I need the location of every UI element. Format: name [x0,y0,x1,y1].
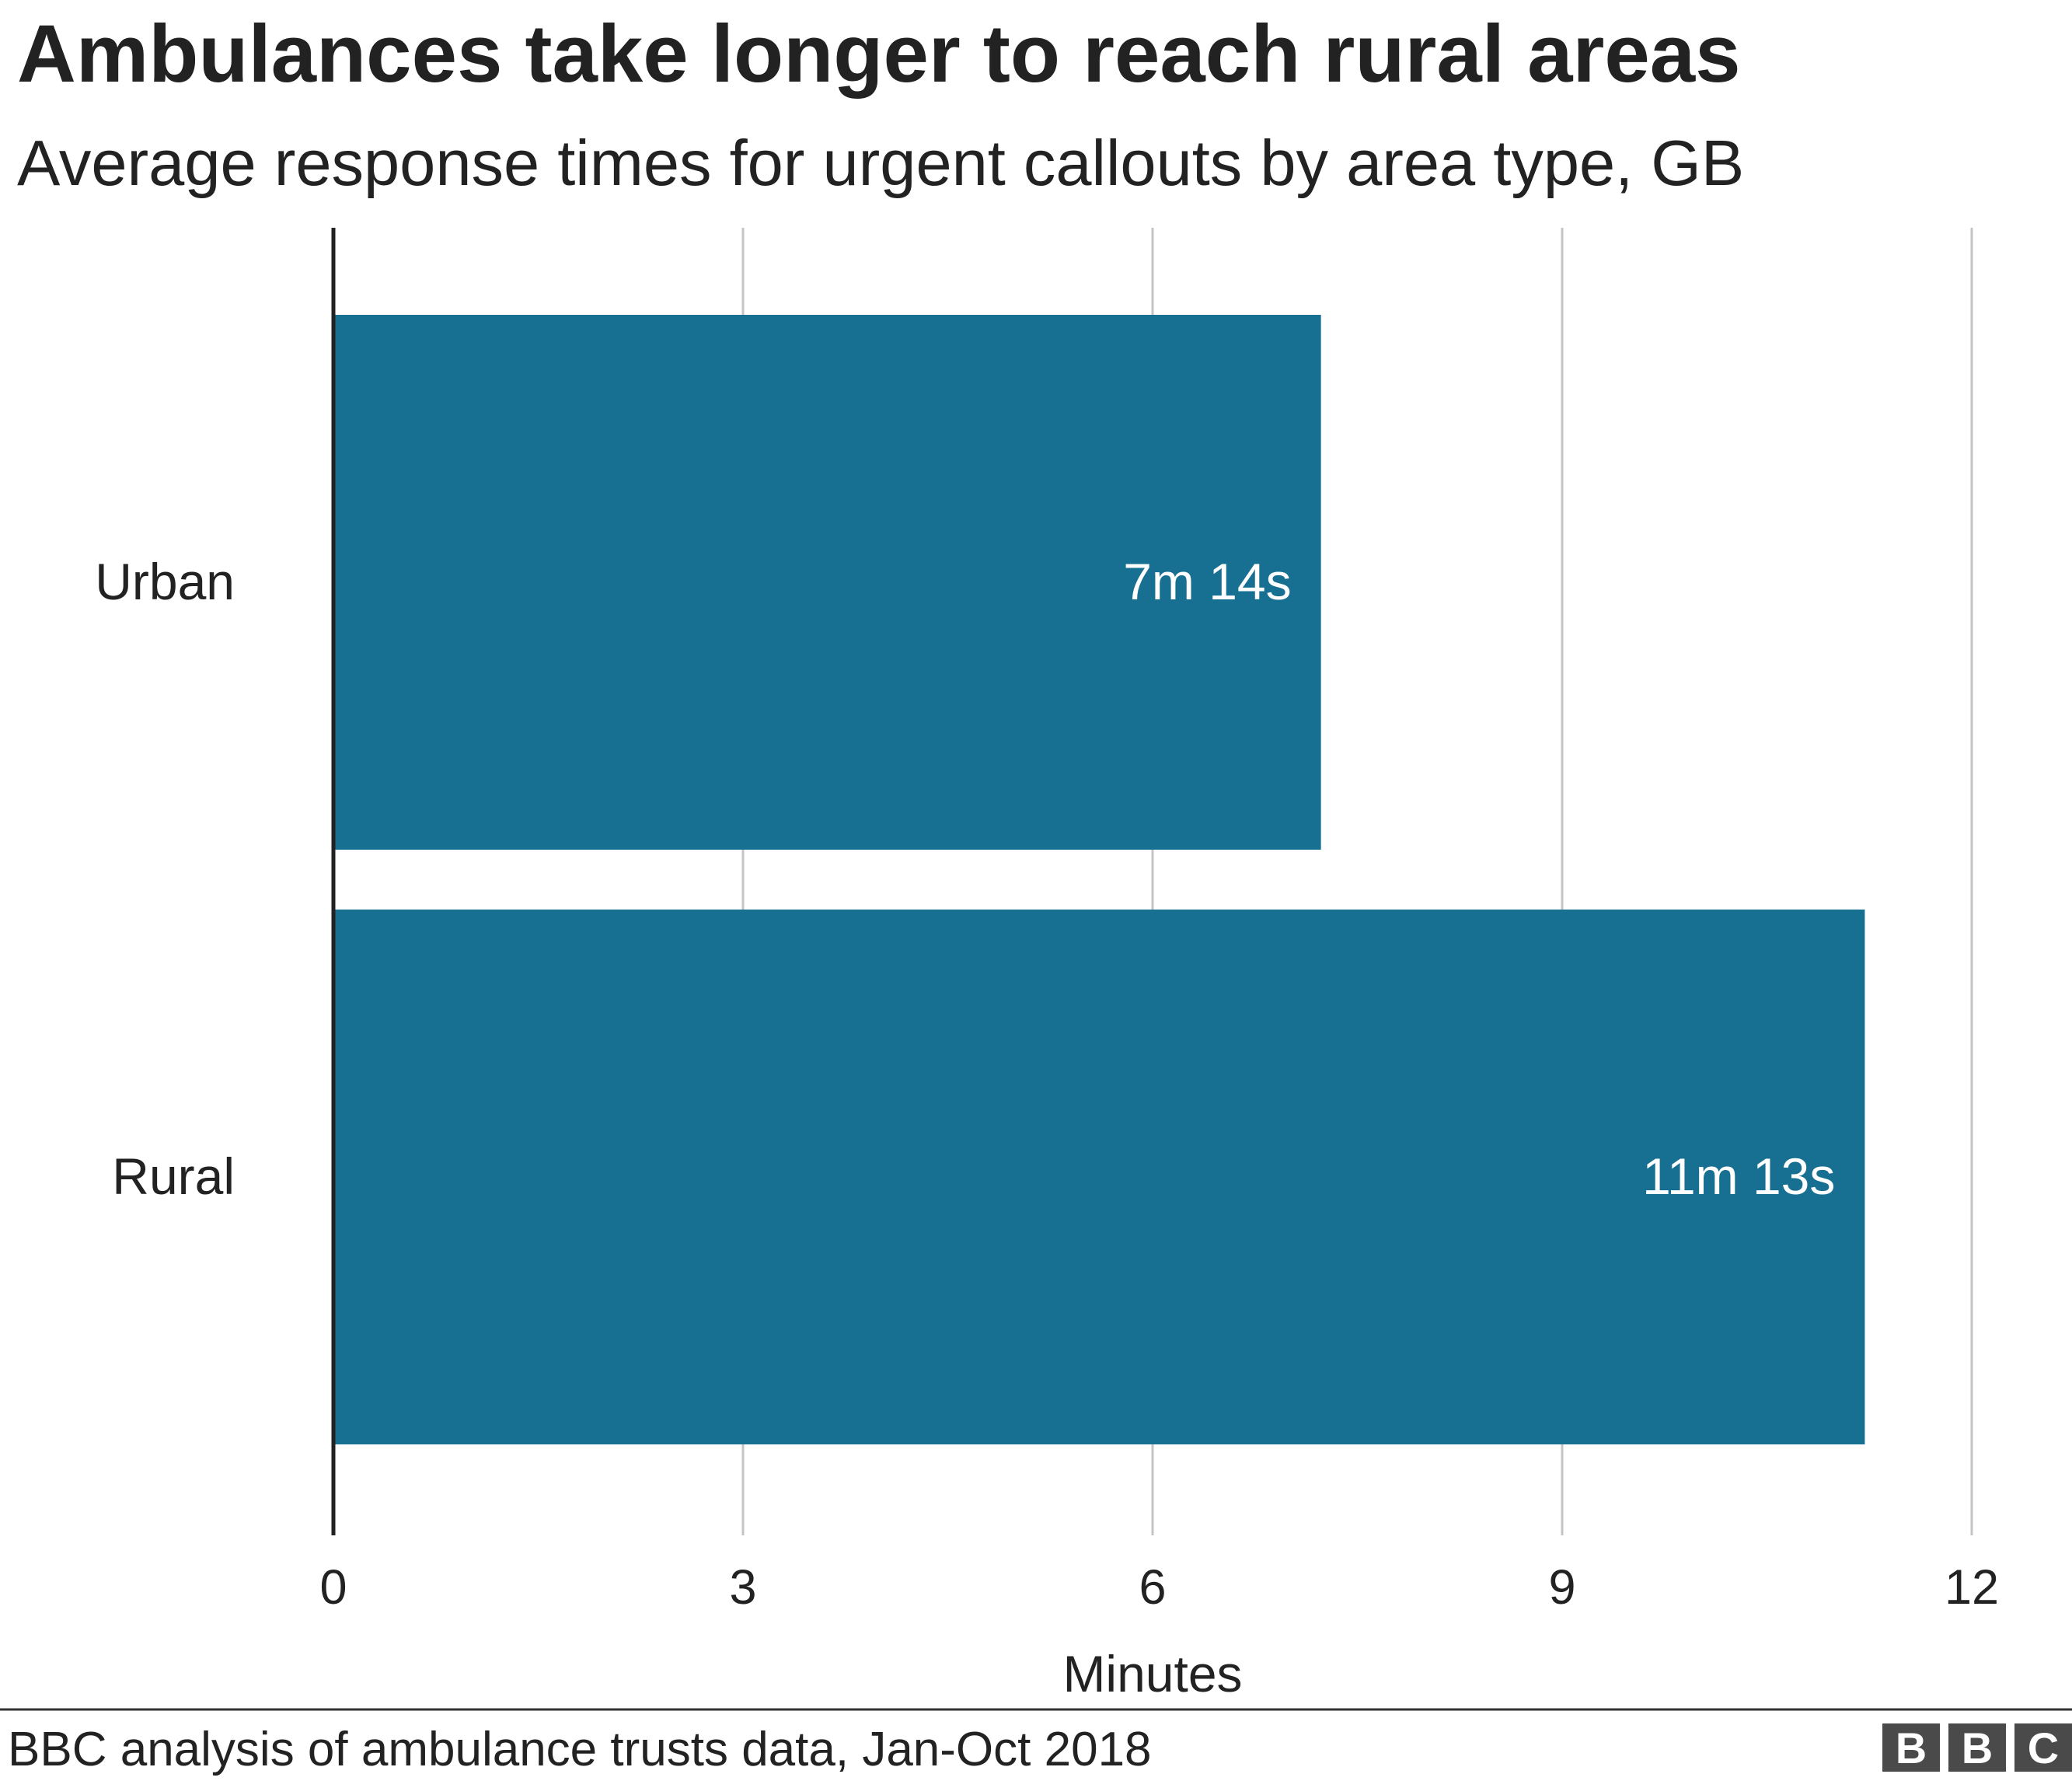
bars [333,315,1865,1444]
bbc-logo-letter-1: B [1896,1723,1927,1772]
bbc-logo-block-b1 [1882,1723,1940,1772]
source-note: BBC analysis of ambulance trusts data, J… [8,1723,1152,1776]
x-tick-label: 6 [1139,1560,1166,1615]
category-label: Urban [95,553,235,610]
bbc-logo-block-c [2014,1723,2072,1772]
bar [333,910,1865,1444]
data-label: 7m 14s [1123,553,1291,610]
x-tick-label: 0 [319,1560,347,1615]
x-tick-label: 12 [1945,1560,1999,1615]
x-axis-title: Minutes [1062,1645,1242,1702]
bbc-logo: B B C [1882,1723,2072,1772]
x-tick-label: 3 [729,1560,756,1615]
bbc-logo-block-b2 [1948,1723,2006,1772]
bbc-logo-letter-2: B [1962,1723,1993,1772]
chart-subtitle: Average response times for urgent callou… [17,127,1745,199]
category-label: Rural [112,1147,235,1205]
bbc-logo-letter-3: C [2028,1723,2059,1772]
chart-title: Ambulances take longer to reach rural ar… [17,9,1741,100]
x-tick-label: 9 [1548,1560,1575,1615]
bar [333,315,1321,850]
data-label: 11m 13s [1642,1147,1835,1205]
labels: 0 3 6 9 12 Urban 7m 14s Rural 11m 13s Minutes [95,553,1999,1702]
